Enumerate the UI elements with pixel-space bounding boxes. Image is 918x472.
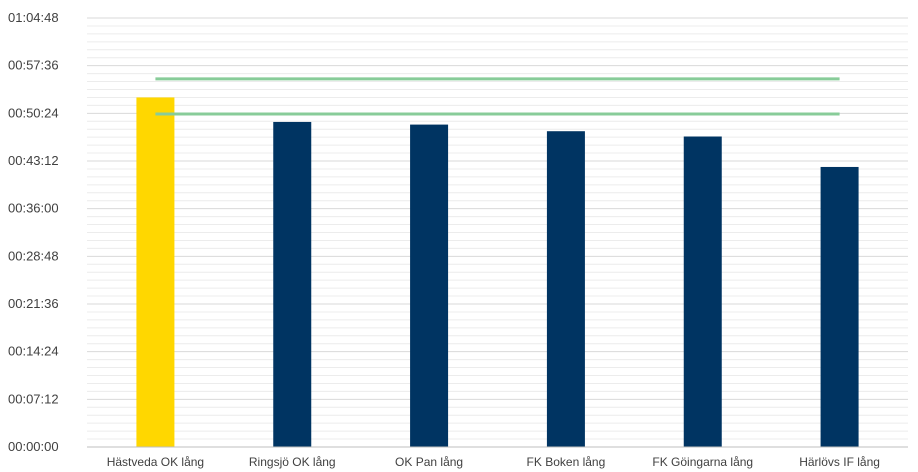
bar (683, 136, 722, 447)
x-tick-label: FK Boken lång (527, 455, 606, 469)
bar (273, 121, 312, 447)
bar (820, 166, 859, 448)
y-tick-label: 00:28:48 (8, 248, 59, 263)
x-tick-label: Härlövs IF lång (799, 455, 880, 469)
bar (410, 124, 449, 448)
bar (546, 131, 585, 448)
y-tick-label: 00:07:12 (8, 391, 59, 406)
x-axis-category-labels: Hästveda OK lång Ringsjö OK lång OK Pan lå… (107, 455, 880, 469)
x-tick-label: FK Göingarna lång (652, 455, 753, 469)
y-tick-label: 00:14:24 (8, 344, 59, 359)
bar (136, 97, 175, 447)
x-tick-label: OK Pan lång (395, 455, 463, 469)
reference-lines (155, 77, 840, 116)
gridlines (87, 17, 908, 440)
y-tick-label: 00:43:12 (8, 153, 59, 168)
y-axis-tick-labels: 00:00:00 00:07:12 00:14:24 00:21:36 00:28:48… (8, 10, 59, 454)
y-tick-label: 00:50:24 (8, 105, 59, 120)
y-tick-label: 00:21:36 (8, 296, 59, 311)
bars (136, 97, 859, 448)
y-tick-label: 00:57:36 (8, 58, 59, 73)
y-tick-label: 00:36:00 (8, 201, 59, 216)
x-tick-label: Ringsjö OK lång (249, 455, 336, 469)
y-tick-label: 01:04:48 (8, 10, 59, 25)
y-tick-label: 00:00:00 (8, 439, 59, 454)
x-tick-label: Hästveda OK lång (107, 455, 204, 469)
